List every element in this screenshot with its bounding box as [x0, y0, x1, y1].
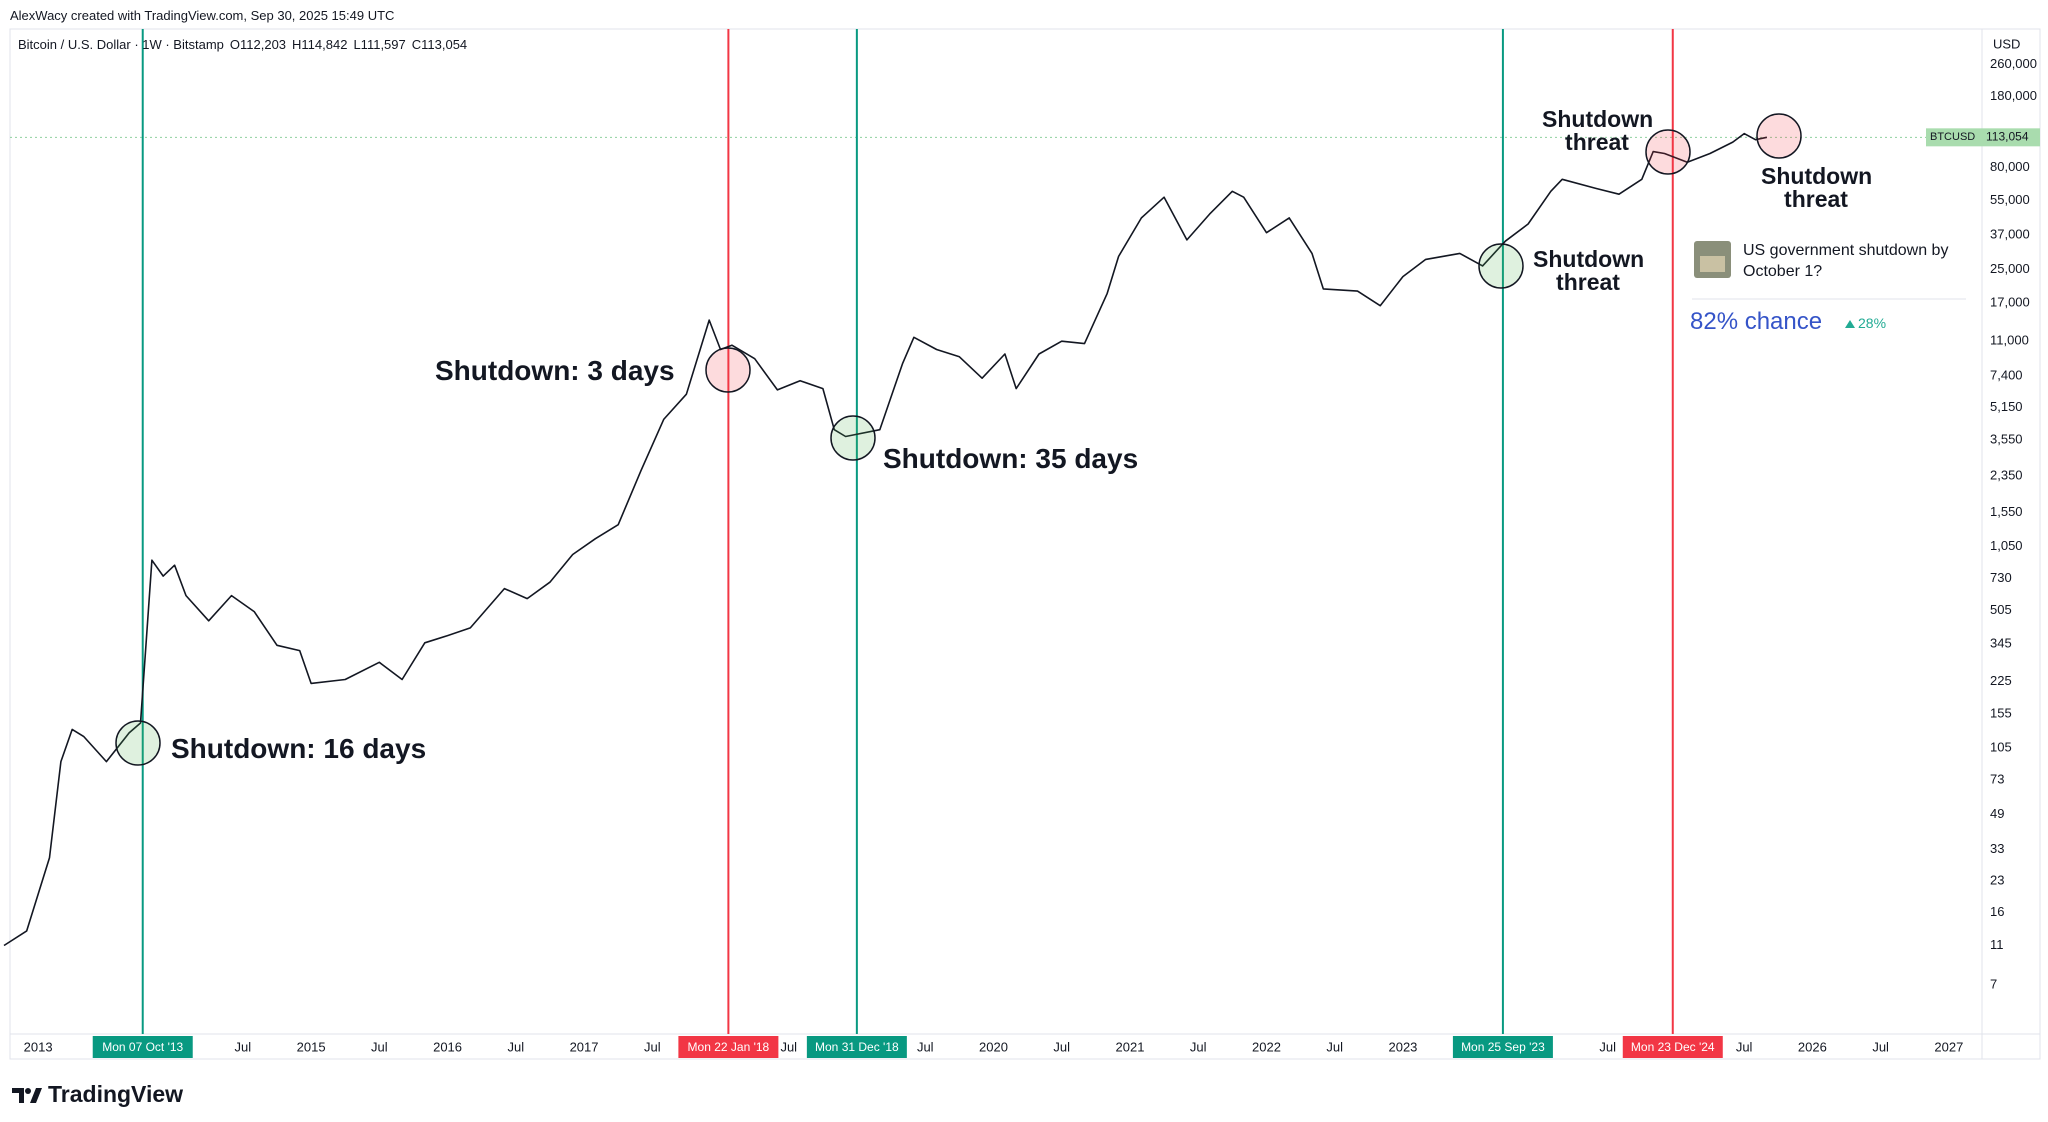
- y-tick-label: 23: [1990, 872, 2004, 887]
- circle: [115, 720, 161, 766]
- y-tick-label: 49: [1990, 806, 2004, 821]
- y-tick-label: 7,400: [1990, 367, 2023, 382]
- y-tick-label: 180,000: [1990, 88, 2037, 103]
- x-tick-label: Jul: [371, 1039, 388, 1054]
- x-tick-label: Jul: [644, 1039, 661, 1054]
- credit: AlexWacy created with TradingView.com, S…: [10, 8, 395, 23]
- last-price-label: 113,054: [1986, 130, 2029, 144]
- x-tick-label: Jul: [1599, 1039, 1616, 1054]
- ohlc: C113,054: [411, 37, 468, 52]
- y-tick-label: 37,000: [1990, 226, 2030, 241]
- y-tick-label: 73: [1990, 771, 2004, 786]
- y-tick-label: 105: [1990, 740, 2012, 755]
- y-tick-label: 345: [1990, 635, 2012, 650]
- logo-icon: [12, 1088, 42, 1103]
- y-tick-label: 7: [1990, 976, 1997, 991]
- y-tick-label: 1,550: [1990, 504, 2023, 519]
- x-tick-label: 2016: [433, 1039, 462, 1054]
- event-label: Mon 07 Oct '13: [102, 1040, 183, 1054]
- symbol: Bitcoin / U.S. Dollar · 1W · Bitstamp: [18, 37, 224, 52]
- currency: USD: [1993, 36, 2020, 51]
- event-label-box: [806, 1036, 907, 1058]
- x-tick-label: Jul: [507, 1039, 524, 1054]
- event-label-box: [1622, 1036, 1723, 1058]
- x-tick-label: Jul: [1872, 1039, 1889, 1054]
- circle: [705, 347, 751, 393]
- up-arrow: [1845, 320, 1855, 328]
- y-tick-label: 225: [1990, 673, 2012, 688]
- x-tick-label: 2022: [1252, 1039, 1281, 1054]
- event-label: Mon 25 Sep '23: [1461, 1040, 1545, 1054]
- y-tick-label: 80,000: [1990, 159, 2030, 174]
- x-tick-label: Jul: [235, 1039, 252, 1054]
- x-tick-label: Jul: [917, 1039, 934, 1054]
- x-tick-label: Jul: [1053, 1039, 1070, 1054]
- x-tick-label: 2017: [570, 1039, 599, 1054]
- y-tick-label: 1,050: [1990, 538, 2023, 553]
- y-tick-label: 5,150: [1990, 399, 2023, 414]
- x-tick-label: 2027: [1934, 1039, 1963, 1054]
- x-tick-label: Jul: [1736, 1039, 1753, 1054]
- annotation: Shutdown: 35 days: [883, 443, 1139, 474]
- ohlc: O112,203: [229, 37, 287, 52]
- circle: [1645, 129, 1691, 175]
- price-line: [3, 132, 1768, 947]
- circle: [830, 415, 876, 461]
- ohlc: L111,597: [353, 37, 406, 52]
- event-label: Mon 22 Jan '18: [688, 1040, 770, 1054]
- y-tick-label: 33: [1990, 841, 2004, 856]
- annotation: Shutdown threat: [1533, 246, 1645, 295]
- y-tick-label: 55,000: [1990, 192, 2030, 207]
- thumbnail-building: [1700, 256, 1725, 272]
- circle: [1478, 243, 1524, 289]
- event-label: Mon 31 Dec '18: [815, 1040, 899, 1054]
- event-label: Mon 23 Dec '24: [1631, 1040, 1715, 1054]
- y-tick-label: 16: [1990, 904, 2004, 919]
- y-tick-label: 730: [1990, 570, 2012, 585]
- logo-text: TradingView: [48, 1081, 183, 1107]
- x-tick-label: 2023: [1388, 1039, 1417, 1054]
- last-price-box: [1926, 128, 2040, 147]
- last-price-symbol: BTCUSD: [1930, 131, 1975, 143]
- x-tick-label: 2026: [1798, 1039, 1827, 1054]
- legend: Bitcoin / U.S. Dollar · 1W · Bitstamp O1…: [18, 37, 467, 52]
- y-tick-label: 155: [1990, 705, 2012, 720]
- x-tick-label: Jul: [1326, 1039, 1343, 1054]
- widget-chance: 82% chance: [1690, 308, 1823, 335]
- widget-question: US government shutdown by October 1?: [1743, 242, 1949, 280]
- circle: [1756, 113, 1802, 159]
- chart-frame: [9, 28, 2041, 1060]
- annotation: Shutdown: 16 days: [171, 733, 427, 764]
- x-tick-label: 2021: [1116, 1039, 1145, 1054]
- y-tick-label: 25,000: [1990, 261, 2030, 276]
- annotation: Shutdown threat: [1761, 163, 1873, 212]
- ohlc: H114,842: [292, 37, 348, 52]
- x-tick-label: 2013: [24, 1039, 53, 1054]
- annotation-circles: [115, 113, 1802, 766]
- event-label-box: [678, 1036, 779, 1058]
- widget-change: 28%: [1858, 315, 1887, 331]
- y-tick-label: 11: [1990, 937, 2004, 952]
- x-tick-label: Jul: [780, 1039, 797, 1054]
- y-tick-label: 260,000: [1990, 56, 2037, 71]
- x-tick-label: Jul: [1190, 1039, 1207, 1054]
- x-tick-label: 2020: [979, 1039, 1008, 1054]
- event-label-box: [1452, 1036, 1553, 1058]
- x-tick-label: 2015: [297, 1039, 326, 1054]
- y-tick-label: 3,550: [1990, 432, 2023, 447]
- y-tick-label: 17,000: [1990, 295, 2030, 310]
- annotation: Shutdown threat: [1542, 106, 1654, 155]
- y-tick-label: 11,000: [1990, 333, 2029, 348]
- y-tick-label: 2,350: [1990, 468, 2023, 483]
- y-tick-label: 505: [1990, 602, 2012, 617]
- event-label-box: [92, 1036, 193, 1058]
- annotation: Shutdown: 3 days: [435, 355, 675, 386]
